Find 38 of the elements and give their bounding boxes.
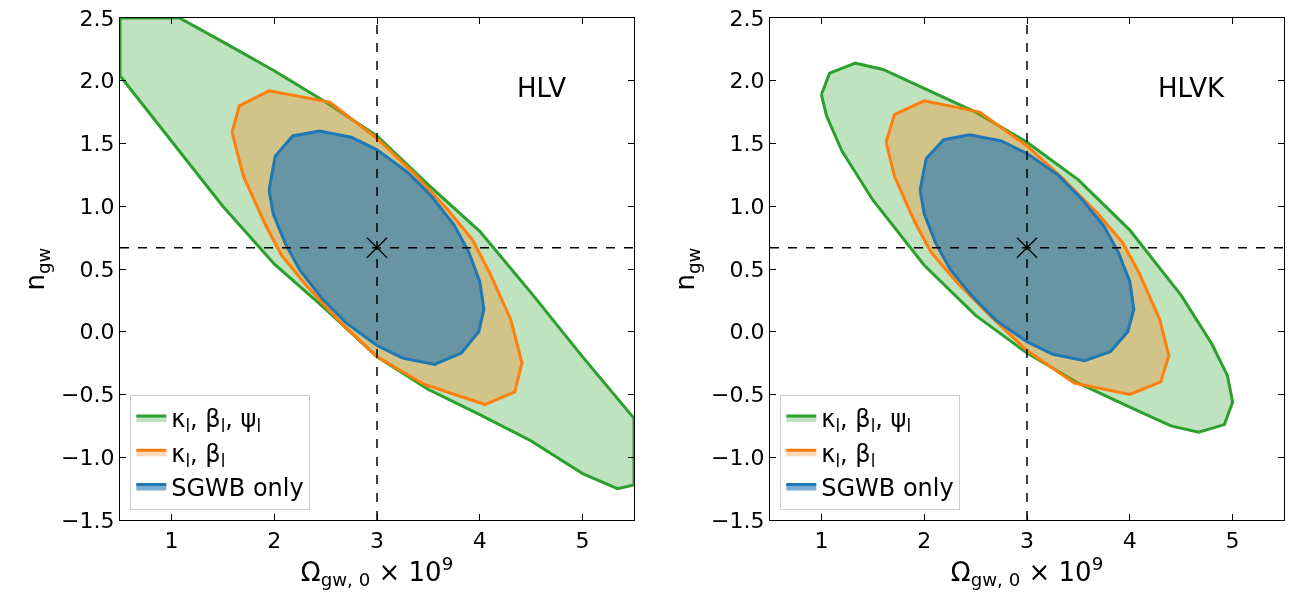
x-tick-label: 3 (370, 527, 384, 553)
y-tick-label: 0.0 (79, 319, 115, 345)
x-tick-label: 5 (1225, 527, 1240, 553)
legend-label: κ$_{l}$, β$_{l}$ (171, 439, 226, 471)
y-tick-label: −0.5 (710, 382, 765, 408)
annotation: HLVK (1158, 73, 1225, 103)
x-tick-label: 2 (267, 527, 282, 553)
legend-label: κ$_{l}$, β$_{l}$, ψ$_{l}$ (821, 405, 912, 437)
x-tick-label: 5 (575, 527, 590, 553)
annotation: HLV (517, 73, 567, 103)
x-axis-title: Ω$_{gw, 0}$ × 10$^{9}$ (300, 552, 454, 590)
x-tick-label: 1 (164, 527, 179, 553)
y-tick-label: 2.0 (79, 68, 115, 94)
y-tick-label: 1.0 (729, 193, 765, 219)
x-tick-label: 4 (1122, 527, 1137, 553)
y-tick-label: 0.5 (79, 256, 115, 282)
legend-label: SGWB only (171, 473, 304, 502)
y-tick-label: −1.5 (710, 507, 765, 533)
legend-label: SGWB only (821, 473, 954, 502)
y-tick-label: 0.5 (729, 256, 765, 282)
y-tick-label: 1.5 (79, 131, 115, 157)
y-tick-label: −0.5 (60, 382, 115, 408)
y-tick-label: 0.0 (729, 319, 765, 345)
x-axis-title: Ω$_{gw, 0}$ × 10$^{9}$ (950, 552, 1104, 590)
x-tick-label: 1 (814, 527, 829, 553)
x-tick-label: 2 (917, 527, 932, 553)
y-tick-label: 1.5 (729, 131, 765, 157)
y-tick-label: 2.5 (729, 5, 765, 31)
y-tick-label: −1.5 (60, 507, 115, 533)
x-tick-label: 4 (472, 527, 487, 553)
x-tick-label: 3 (1020, 527, 1034, 553)
y-tick-label: −1.0 (60, 444, 115, 470)
y-tick-label: 1.0 (79, 193, 115, 219)
y-tick-label: 2.0 (729, 68, 765, 94)
y-tick-label: −1.0 (710, 444, 765, 470)
legend-label: κ$_{l}$, β$_{l}$, ψ$_{l}$ (171, 405, 262, 437)
legend-label: κ$_{l}$, β$_{l}$ (821, 439, 876, 471)
y-tick-label: 2.5 (79, 5, 115, 31)
